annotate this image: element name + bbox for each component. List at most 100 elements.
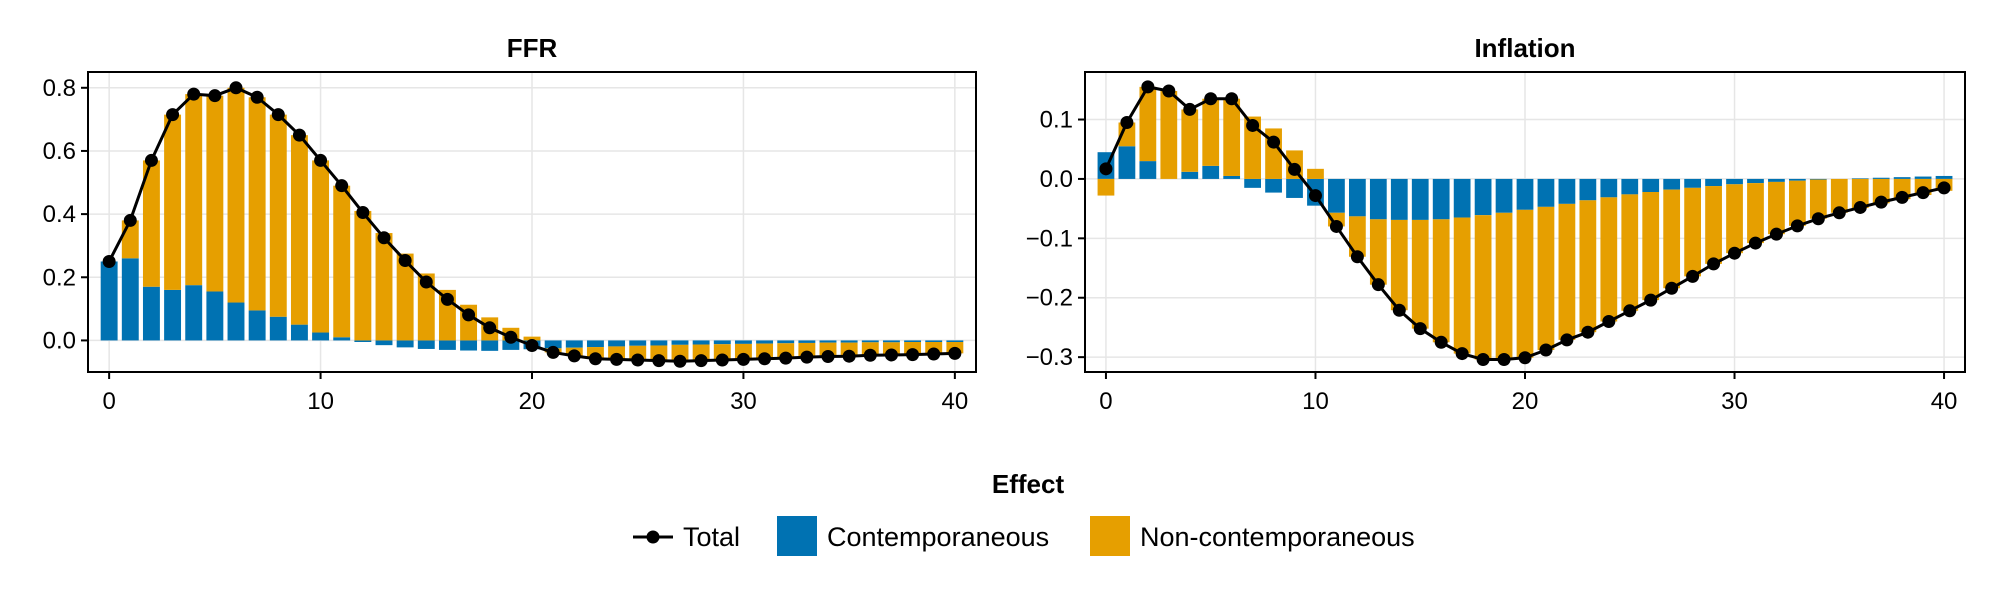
bar-contemporaneous-inflation-11 — [1328, 178, 1345, 213]
total-point-inflation-24 — [1602, 315, 1616, 329]
legend-label-non-contemporaneous: Non-contemporaneous — [1140, 522, 1415, 552]
total-point-ffr-27 — [673, 354, 687, 368]
bar-non-contemporaneous-inflation-34 — [1809, 179, 1827, 219]
x-tick-label-ffr: 20 — [519, 388, 546, 415]
bar-contemporaneous-inflation-19 — [1495, 178, 1513, 213]
x-tick-label-inflation: 40 — [1931, 388, 1958, 415]
y-tick-label-inflation: 0.1 — [1040, 107, 1073, 134]
bar-contemporaneous-ffr-0 — [100, 261, 118, 341]
bar-contemporaneous-inflation-16 — [1432, 178, 1450, 220]
x-tick-label-inflation: 30 — [1721, 388, 1748, 415]
bar-contemporaneous-inflation-26 — [1642, 178, 1660, 192]
total-point-ffr-34 — [821, 350, 835, 364]
bar-contemporaneous-ffr-22 — [565, 340, 583, 348]
total-point-ffr-28 — [694, 354, 708, 368]
legend: Effect Total Contemporaneous Non-contemp… — [633, 469, 1415, 556]
legend-non-contemporaneous-swatch — [1090, 516, 1130, 556]
y-tick-label-ffr: 0.6 — [43, 138, 76, 165]
total-point-inflation-0 — [1099, 162, 1113, 176]
y-tick-label-ffr: 0.4 — [43, 201, 76, 228]
total-point-inflation-20 — [1518, 351, 1532, 365]
total-point-ffr-29 — [715, 353, 729, 367]
bar-contemporaneous-inflation-33 — [1789, 178, 1806, 181]
total-point-inflation-28 — [1686, 269, 1700, 283]
total-point-ffr-17 — [462, 308, 476, 322]
bar-contemporaneous-inflation-7 — [1244, 178, 1261, 188]
total-point-ffr-37 — [884, 348, 898, 362]
bar-contemporaneous-ffr-19 — [502, 340, 520, 350]
bar-contemporaneous-ffr-39 — [925, 340, 943, 342]
bar-non-contemporaneous-ffr-8 — [269, 114, 287, 317]
y-tick-label-inflation: −0.1 — [1026, 225, 1073, 252]
bar-non-contemporaneous-inflation-26 — [1642, 192, 1660, 301]
total-point-inflation-29 — [1707, 257, 1721, 271]
bar-contemporaneous-ffr-30 — [734, 340, 752, 344]
y-tick-label-inflation: 0.0 — [1040, 166, 1073, 193]
bar-contemporaneous-ffr-3 — [164, 289, 182, 341]
x-tick-label-ffr: 10 — [307, 388, 334, 415]
total-point-ffr-5 — [208, 89, 222, 103]
bar-contemporaneous-inflation-12 — [1349, 178, 1366, 217]
total-point-inflation-36 — [1853, 200, 1867, 214]
bar-non-contemporaneous-inflation-27 — [1663, 189, 1681, 289]
bar-contemporaneous-ffr-17 — [460, 340, 478, 351]
bar-contemporaneous-inflation-25 — [1621, 178, 1639, 195]
bar-non-contemporaneous-ffr-2 — [142, 160, 160, 287]
total-point-ffr-18 — [483, 321, 497, 335]
total-point-inflation-25 — [1623, 304, 1637, 318]
y-tick-label-inflation: −0.3 — [1026, 344, 1073, 371]
total-point-ffr-33 — [800, 350, 814, 364]
bar-contemporaneous-ffr-8 — [269, 316, 287, 341]
bar-contemporaneous-inflation-4 — [1181, 171, 1199, 179]
y-tick-label-inflation: −0.2 — [1026, 285, 1073, 312]
x-tick-label-inflation: 20 — [1512, 388, 1539, 415]
bar-contemporaneous-ffr-4 — [185, 285, 203, 341]
bar-contemporaneous-inflation-13 — [1369, 178, 1387, 220]
bar-non-contemporaneous-inflation-20 — [1516, 209, 1534, 358]
total-point-ffr-23 — [588, 352, 602, 366]
bar-non-contemporaneous-inflation-16 — [1432, 219, 1450, 343]
total-point-inflation-23 — [1581, 325, 1595, 339]
bar-non-contemporaneous-inflation-30 — [1726, 184, 1743, 254]
total-point-ffr-3 — [166, 108, 180, 122]
panel-inflation: 0 10 20 30 40 0.1 0.0 −0.1 −0.2 −0.3 Inflation — [1026, 33, 1966, 415]
total-point-inflation-16 — [1434, 335, 1448, 349]
bar-non-contemporaneous-ffr-10 — [312, 160, 330, 333]
bar-non-contemporaneous-inflation-22 — [1558, 203, 1576, 340]
bar-contemporaneous-ffr-36 — [861, 340, 879, 343]
total-point-inflation-7 — [1246, 118, 1260, 132]
total-point-inflation-27 — [1665, 281, 1679, 295]
bar-non-contemporaneous-ffr-20 — [523, 336, 541, 341]
total-point-ffr-4 — [187, 87, 201, 101]
y-tick-label-ffr: 0.8 — [43, 75, 76, 102]
legend-entry-total: Total — [633, 522, 740, 552]
panel-ffr: 0 10 20 30 40 0.0 0.2 0.4 0.6 0.8 FFR — [43, 33, 977, 415]
bar-non-contemporaneous-ffr-13 — [375, 233, 393, 341]
total-point-ffr-30 — [736, 352, 750, 366]
bar-non-contemporaneous-ffr-6 — [227, 87, 245, 303]
total-point-inflation-38 — [1895, 190, 1909, 204]
total-point-ffr-16 — [440, 292, 454, 306]
bar-contemporaneous-ffr-34 — [819, 340, 837, 343]
total-point-inflation-8 — [1267, 135, 1281, 149]
bar-contemporaneous-ffr-2 — [142, 286, 160, 341]
total-point-inflation-18 — [1476, 353, 1490, 367]
bar-non-contemporaneous-inflation-19 — [1495, 212, 1513, 360]
bar-contemporaneous-inflation-24 — [1600, 178, 1618, 198]
bar-contemporaneous-ffr-33 — [798, 340, 816, 343]
bar-contemporaneous-inflation-38 — [1893, 177, 1911, 179]
bar-contemporaneous-inflation-15 — [1411, 178, 1429, 220]
bar-non-contemporaneous-inflation-0 — [1097, 178, 1115, 196]
bar-contemporaneous-ffr-13 — [375, 340, 393, 346]
bar-non-contemporaneous-inflation-6 — [1223, 98, 1241, 176]
total-point-ffr-25 — [631, 353, 645, 367]
bar-contemporaneous-inflation-34 — [1809, 178, 1827, 180]
legend-label-total: Total — [683, 522, 740, 552]
bar-contemporaneous-inflation-1 — [1118, 146, 1136, 179]
bar-non-contemporaneous-inflation-23 — [1579, 200, 1597, 333]
bar-non-contemporaneous-inflation-28 — [1684, 187, 1701, 277]
total-point-inflation-15 — [1413, 322, 1427, 336]
bar-contemporaneous-ffr-32 — [777, 340, 795, 344]
